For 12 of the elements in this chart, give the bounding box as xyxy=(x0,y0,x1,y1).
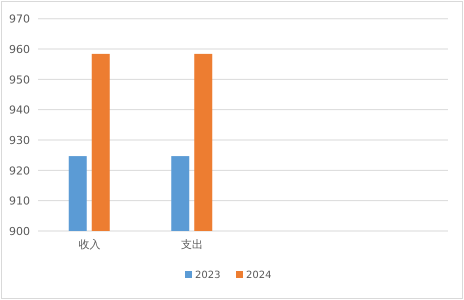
y-tick-label: 940 xyxy=(9,104,30,117)
x-tick-label: 支出 xyxy=(180,238,203,251)
x-tick-label: 收入 xyxy=(78,238,100,251)
y-tick-label: 950 xyxy=(9,73,30,86)
y-tick-label: 930 xyxy=(9,134,30,148)
legend-label: 2024 xyxy=(246,270,272,281)
y-tick-label: 920 xyxy=(9,164,30,178)
legend-label: 2023 xyxy=(195,270,220,281)
y-tick-label: 970 xyxy=(9,12,30,26)
y-tick-label: 960 xyxy=(9,43,30,56)
y-tick-label: 900 xyxy=(9,225,30,238)
y-tick-label: 910 xyxy=(9,194,30,208)
